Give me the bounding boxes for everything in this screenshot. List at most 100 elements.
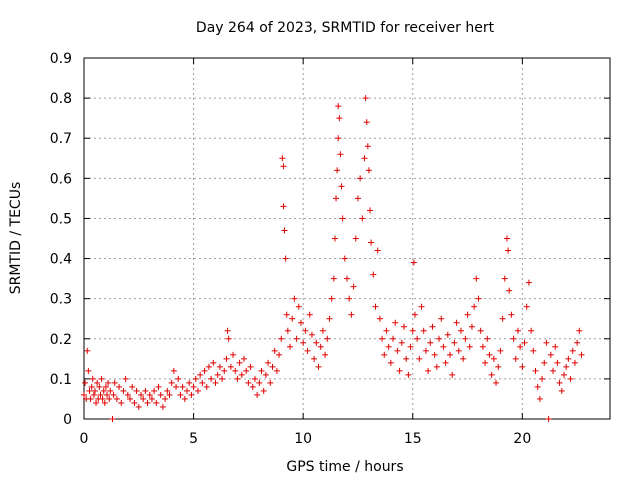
data-point [304,347,311,354]
data-point [287,343,294,350]
data-point [429,323,436,330]
data-point [407,343,414,350]
data-point [142,387,149,394]
data-point [514,327,521,334]
x-tick-label: 0 [80,431,89,447]
data-point [394,347,401,354]
data-point [280,163,287,170]
data-point [159,403,166,410]
data-point [479,343,486,350]
data-point [251,375,258,382]
data-point [433,363,440,370]
data-point [148,395,155,402]
data-point [490,355,497,362]
data-point [336,115,343,122]
data-point [357,175,364,182]
data-point [99,395,106,402]
data-point [240,355,247,362]
data-point [293,335,300,342]
data-point [569,347,576,354]
data-point [414,335,421,342]
data-point [86,387,93,394]
data-point [354,195,361,202]
data-point [94,379,101,386]
chart-title: Day 264 of 2023, SRMTID for receiver her… [196,20,495,36]
data-point [104,391,111,398]
data-point [403,355,410,362]
data-point [155,383,162,390]
data-point [464,311,471,318]
data-point [449,371,456,378]
data-point [558,387,565,394]
data-point [100,387,107,394]
data-point [560,371,567,378]
data-point [374,247,381,254]
data-point [578,351,585,358]
data-point [503,235,510,242]
data-point [131,399,138,406]
y-tick-label: 0.2 [50,332,72,348]
data-point [350,283,357,290]
data-point [175,375,182,382]
data-point [168,379,175,386]
data-point [192,375,199,382]
data-point [451,339,458,346]
data-point [359,215,366,222]
data-point [278,335,285,342]
data-point [181,395,188,402]
data-point [236,359,243,366]
data-point [166,391,173,398]
data-point [247,363,254,370]
data-point [383,327,390,334]
data-point [110,391,117,398]
data-point [210,359,217,366]
data-point [221,367,228,374]
data-point [335,103,342,110]
data-point [127,395,134,402]
data-point [552,343,559,350]
data-point [212,379,219,386]
data-point [107,387,114,394]
data-point [85,367,92,374]
data-point [224,327,231,334]
data-point [339,215,346,222]
data-point [179,383,186,390]
data-point [146,391,153,398]
data-point [199,379,206,386]
data-point [96,383,103,390]
data-point [471,303,478,310]
data-point [387,359,394,366]
y-tick-label: 0.1 [50,372,72,388]
data-point [370,271,377,278]
data-point [84,347,91,354]
data-point [326,315,333,322]
data-point [319,327,326,334]
data-point [344,275,350,282]
data-point [216,363,223,370]
data-point [364,143,371,150]
data-point [422,347,429,354]
data-point [462,335,469,342]
data-point [190,383,197,390]
data-point [302,327,309,334]
data-point [440,343,447,350]
data-point [289,315,296,322]
data-point [137,391,144,398]
data-point [106,395,113,402]
data-point [230,351,237,358]
data-point [98,375,105,382]
data-point [337,151,344,158]
data-point [411,311,418,318]
data-point [541,359,548,366]
data-point [186,379,193,386]
data-point [512,355,519,362]
data-point [122,375,129,382]
data-point [497,347,504,354]
data-point [505,247,512,254]
data-point [201,367,208,374]
data-point [157,391,164,398]
data-point [455,347,462,354]
data-points [81,95,585,422]
data-point [282,255,289,262]
data-point [372,303,379,310]
